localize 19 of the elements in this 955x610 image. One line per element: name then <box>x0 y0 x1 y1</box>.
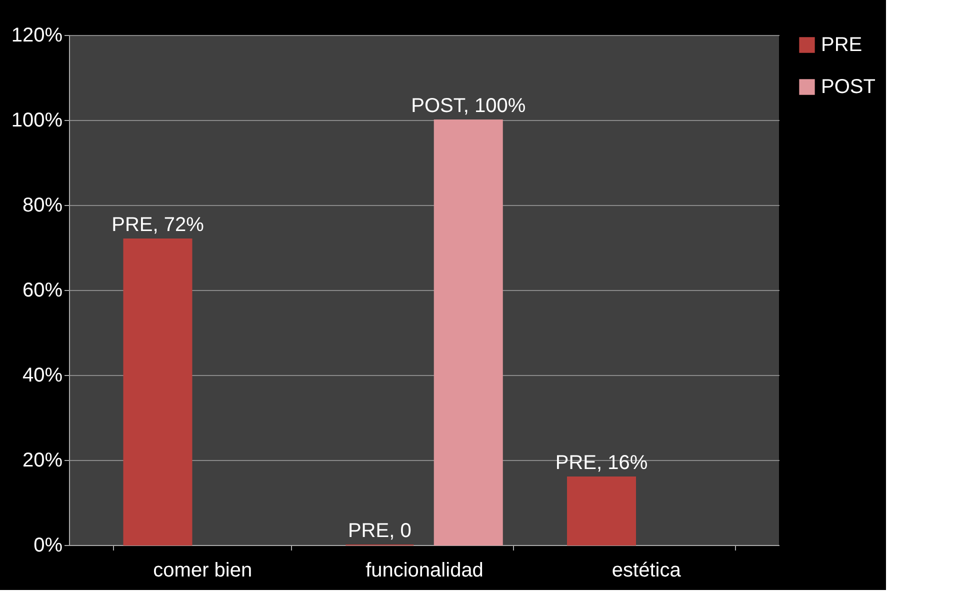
bar <box>123 238 192 546</box>
data-label: PRE, 0 <box>348 520 412 542</box>
y-tick-label: 100% <box>11 110 63 132</box>
bar <box>567 476 636 546</box>
x-tick-label: funcionalidad <box>366 560 484 582</box>
y-tick-label: 0% <box>34 534 63 556</box>
y-tick-label: 60% <box>22 280 63 302</box>
x-tick-label: comer bien <box>153 560 252 582</box>
legend-label: POST <box>821 76 876 98</box>
data-label: PRE, 16% <box>555 452 648 474</box>
y-tick-label: 40% <box>22 364 63 386</box>
x-tick-label: estética <box>612 560 682 582</box>
y-tick-label: 120% <box>11 24 63 46</box>
legend-label: PRE <box>821 34 862 56</box>
data-label: PRE, 72% <box>112 214 204 236</box>
data-label: POST, 100% <box>411 95 526 117</box>
y-tick-label: 80% <box>22 194 63 216</box>
bar <box>434 120 503 546</box>
y-tick-label: 20% <box>22 450 63 472</box>
